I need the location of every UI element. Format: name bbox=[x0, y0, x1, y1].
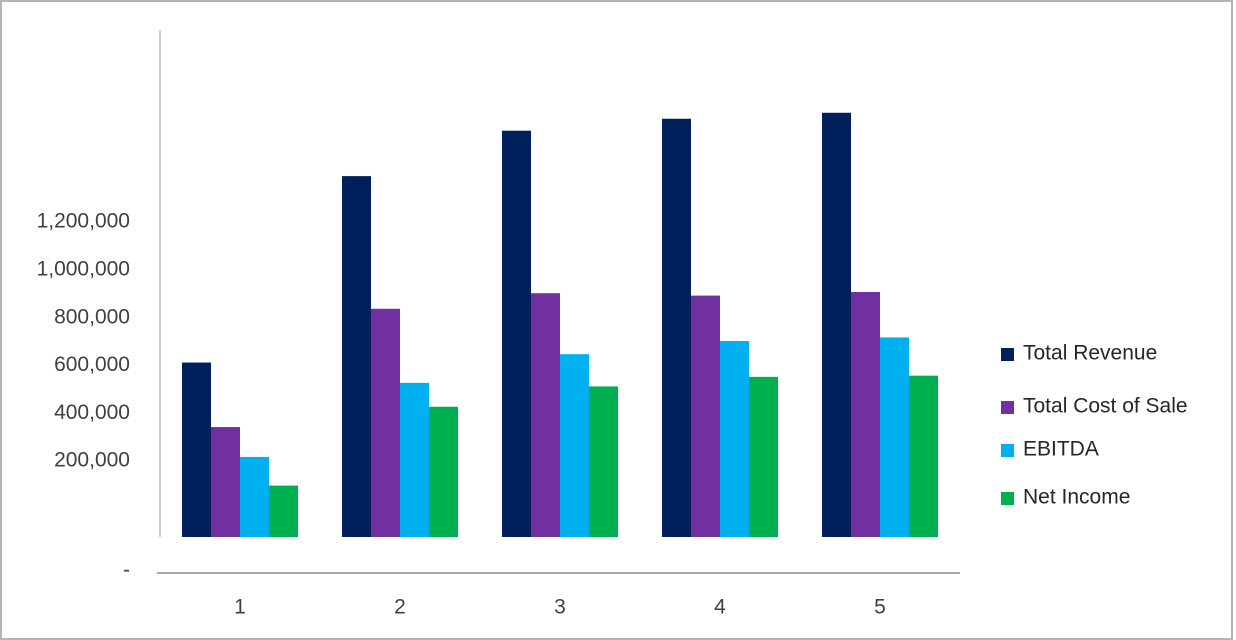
y-tick-label: 400,000 bbox=[54, 401, 130, 424]
bar-total-cost-of-sale-cat-2 bbox=[371, 308, 400, 537]
legend: Total Revenue Total Cost of Sale EBITDA Net… bbox=[1001, 342, 1188, 509]
bar-total-cost-of-sale-cat-3 bbox=[531, 293, 560, 537]
legend-label-total-revenue: Total Revenue bbox=[1023, 342, 1157, 365]
x-tick-label: 2 bbox=[394, 596, 406, 617]
legend-swatch-total-revenue bbox=[1001, 348, 1014, 361]
bar-net-income-cat-3 bbox=[589, 386, 618, 537]
x-tick-label: 1 bbox=[234, 596, 246, 617]
bar-chart: 200,000 400,000 600,000 800,000 1,000,000 1,2… bbox=[37, 30, 1188, 617]
y-tick-label: 1,000,000 bbox=[37, 258, 130, 281]
y-tick-label: 600,000 bbox=[54, 353, 130, 376]
legend-label-total-cost-of-sale: Total Cost of Sale bbox=[1023, 395, 1188, 418]
bar-net-income-cat-4 bbox=[749, 376, 778, 537]
bar-ebitda-cat-5 bbox=[880, 337, 909, 537]
x-tick-label: 3 bbox=[554, 596, 566, 617]
x-tick-label: 4 bbox=[714, 596, 726, 617]
y-tick-label: 200,000 bbox=[54, 449, 130, 472]
y-tick-label: 800,000 bbox=[54, 305, 130, 328]
bar-total-revenue-cat-1 bbox=[182, 362, 211, 537]
bar-total-revenue-cat-4 bbox=[662, 118, 691, 537]
bar-net-income-cat-1 bbox=[269, 485, 298, 537]
bar-total-revenue-cat-5 bbox=[822, 112, 851, 538]
x-tick-label: 5 bbox=[874, 596, 886, 617]
legend-swatch-ebitda bbox=[1001, 444, 1014, 457]
bar-total-cost-of-sale-cat-4 bbox=[691, 295, 720, 537]
legend-swatch-net-income bbox=[1001, 492, 1014, 505]
bar-total-revenue-cat-3 bbox=[502, 130, 531, 537]
legend-swatch-total-cost-of-sale bbox=[1001, 401, 1014, 414]
bar-net-income-cat-2 bbox=[429, 406, 458, 537]
y-tick-label-zero: - bbox=[123, 559, 130, 582]
bar-ebitda-cat-1 bbox=[240, 456, 269, 537]
axes-layer: 200,000 400,000 600,000 800,000 1,000,000 1,2… bbox=[37, 30, 960, 617]
bar-ebitda-cat-2 bbox=[400, 382, 429, 537]
bar-total-cost-of-sale-cat-5 bbox=[851, 292, 880, 537]
bar-total-revenue-cat-2 bbox=[342, 176, 371, 538]
y-tick-label: 1,200,000 bbox=[37, 210, 130, 233]
bar-total-cost-of-sale-cat-1 bbox=[211, 427, 240, 537]
bar-ebitda-cat-3 bbox=[560, 354, 589, 537]
legend-label-net-income: Net Income bbox=[1023, 486, 1130, 509]
bar-ebitda-cat-4 bbox=[720, 341, 749, 537]
bar-net-income-cat-5 bbox=[909, 375, 938, 537]
bars-layer bbox=[182, 112, 938, 538]
legend-label-ebitda: EBITDA bbox=[1023, 438, 1099, 461]
